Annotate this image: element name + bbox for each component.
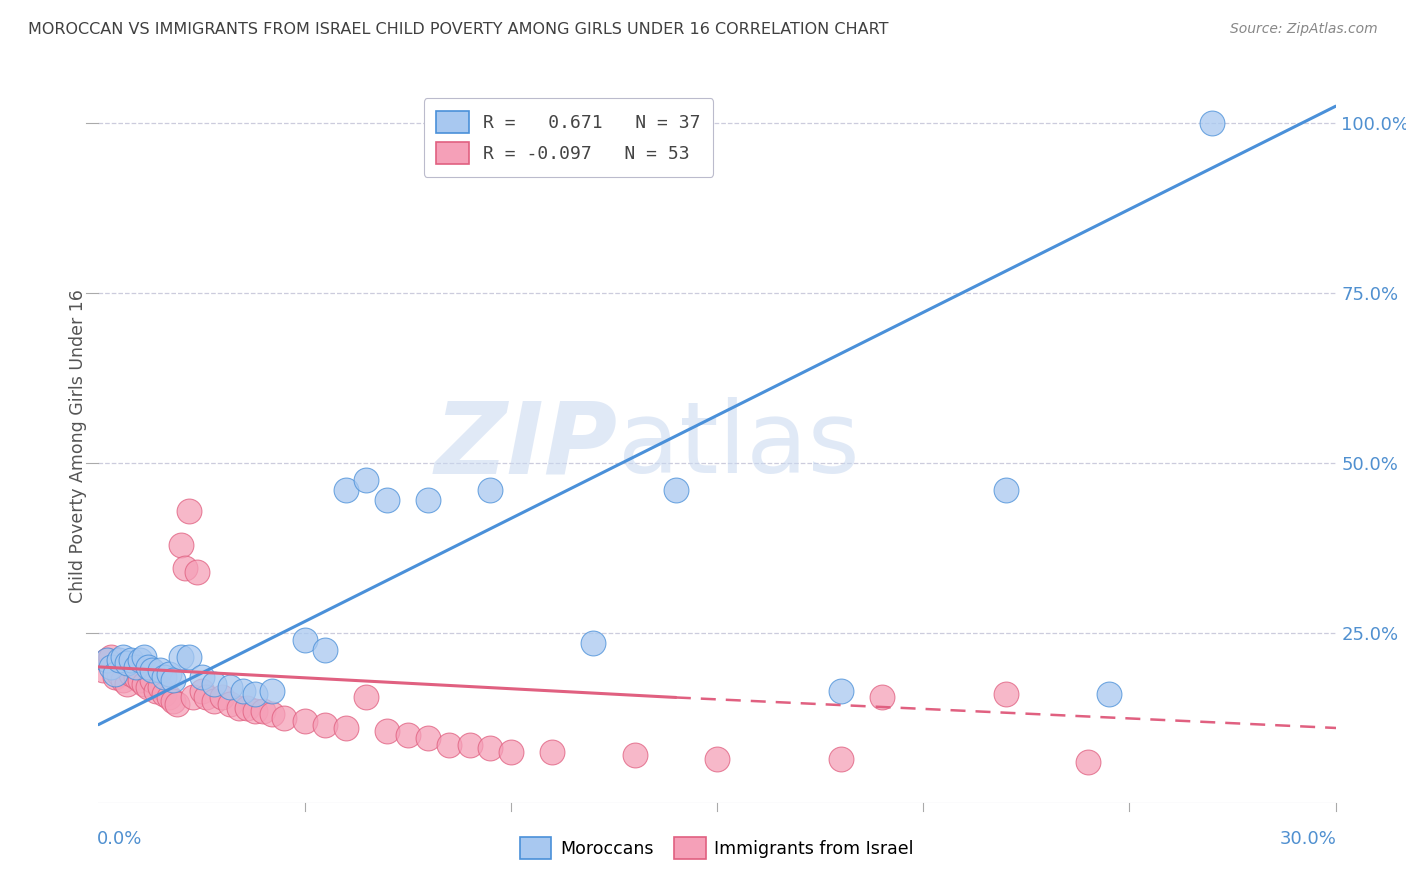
Point: [479, 483, 502, 498]
Point: [149, 680, 172, 694]
Point: [108, 666, 131, 681]
Point: [211, 690, 233, 705]
Point: [124, 670, 146, 684]
Y-axis label: Child Poverty Among Girls Under 16: Child Poverty Among Girls Under 16: [69, 289, 87, 603]
Point: [170, 537, 193, 551]
Point: [141, 673, 163, 688]
Legend: Moroccans, Immigrants from Israel: Moroccans, Immigrants from Israel: [513, 830, 921, 865]
Point: [541, 745, 564, 759]
Point: [162, 694, 184, 708]
Text: atlas: atlas: [619, 398, 859, 494]
Point: [96, 653, 118, 667]
Point: [112, 649, 135, 664]
Point: [124, 660, 146, 674]
Point: [1098, 687, 1121, 701]
Point: [623, 748, 645, 763]
Text: Source: ZipAtlas.com: Source: ZipAtlas.com: [1230, 22, 1378, 37]
Point: [120, 666, 142, 681]
Point: [132, 649, 155, 664]
Point: [458, 738, 481, 752]
Point: [314, 717, 336, 731]
Point: [396, 728, 419, 742]
Point: [186, 565, 208, 579]
Point: [994, 687, 1017, 701]
Point: [335, 483, 357, 498]
Point: [170, 649, 193, 664]
Point: [149, 663, 172, 677]
Point: [375, 724, 398, 739]
Point: [418, 493, 440, 508]
Point: [157, 690, 180, 705]
Point: [228, 700, 250, 714]
Point: [499, 745, 522, 759]
Text: 0.0%: 0.0%: [97, 830, 142, 848]
Point: [174, 561, 197, 575]
Point: [294, 714, 316, 729]
Point: [375, 493, 398, 508]
Point: [202, 694, 225, 708]
Point: [162, 673, 184, 688]
Point: [190, 670, 212, 684]
Point: [117, 657, 139, 671]
Text: MOROCCAN VS IMMIGRANTS FROM ISRAEL CHILD POVERTY AMONG GIRLS UNDER 16 CORRELATIO: MOROCCAN VS IMMIGRANTS FROM ISRAEL CHILD…: [28, 22, 889, 37]
Point: [132, 677, 155, 691]
Point: [260, 683, 283, 698]
Point: [994, 483, 1017, 498]
Point: [335, 721, 357, 735]
Point: [100, 660, 122, 674]
Point: [141, 663, 163, 677]
Point: [91, 663, 114, 677]
Point: [153, 670, 176, 684]
Point: [314, 643, 336, 657]
Point: [128, 653, 150, 667]
Point: [136, 680, 159, 694]
Point: [356, 473, 378, 487]
Point: [236, 700, 259, 714]
Point: [104, 670, 127, 684]
Point: [1201, 116, 1223, 130]
Point: [153, 687, 176, 701]
Point: [157, 666, 180, 681]
Point: [194, 690, 217, 705]
Text: 30.0%: 30.0%: [1279, 830, 1337, 848]
Point: [179, 503, 201, 517]
Point: [108, 653, 131, 667]
Point: [112, 673, 135, 688]
Point: [418, 731, 440, 746]
Point: [437, 738, 460, 752]
Point: [870, 690, 893, 705]
Point: [136, 660, 159, 674]
Point: [232, 683, 254, 698]
Point: [117, 677, 139, 691]
Text: ZIP: ZIP: [434, 398, 619, 494]
Point: [273, 711, 295, 725]
Point: [145, 683, 167, 698]
Point: [128, 673, 150, 688]
Point: [830, 751, 852, 765]
Point: [100, 649, 122, 664]
Point: [356, 690, 378, 705]
Point: [96, 653, 118, 667]
Point: [294, 632, 316, 647]
Point: [219, 698, 242, 712]
Point: [830, 683, 852, 698]
Point: [243, 687, 266, 701]
Point: [181, 690, 204, 705]
Point: [202, 677, 225, 691]
Point: [104, 666, 127, 681]
Point: [219, 680, 242, 694]
Point: [479, 741, 502, 756]
Point: [179, 649, 201, 664]
Point: [190, 683, 212, 698]
Point: [252, 704, 274, 718]
Point: [1077, 755, 1099, 769]
Point: [120, 653, 142, 667]
Point: [665, 483, 688, 498]
Point: [582, 636, 605, 650]
Point: [260, 707, 283, 722]
Point: [166, 698, 188, 712]
Point: [706, 751, 728, 765]
Point: [243, 704, 266, 718]
